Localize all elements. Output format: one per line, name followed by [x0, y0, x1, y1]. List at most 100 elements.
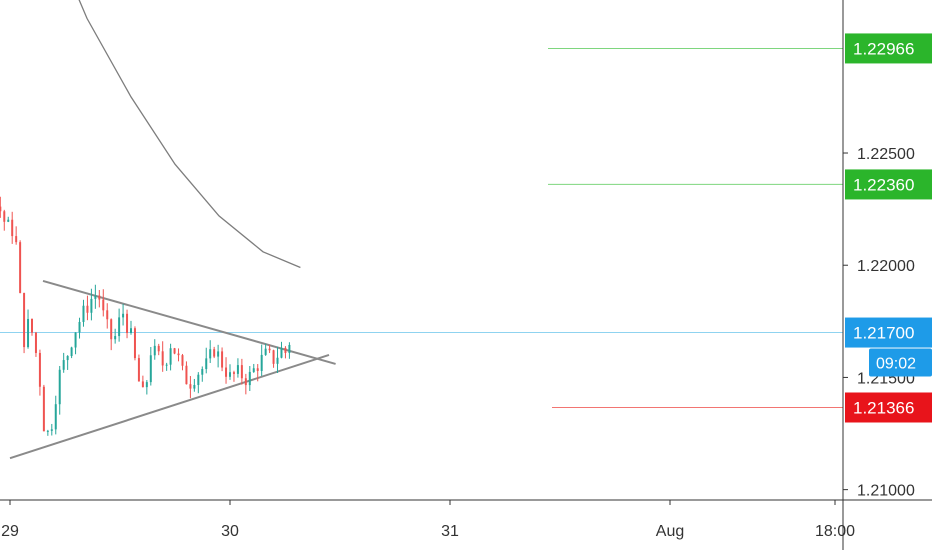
candle-body [126, 313, 129, 333]
candle-body [19, 242, 22, 293]
candles-layer [0, 196, 291, 436]
candle-body [70, 347, 73, 357]
triangle-lower-trendline [9, 354, 330, 460]
candle-body [38, 352, 41, 387]
price-badge-label: 1.21366 [853, 398, 914, 417]
candle-body [288, 344, 291, 353]
x-axis-tick-label: 18:00 [815, 523, 855, 540]
candle-body [177, 353, 180, 356]
candle-body [141, 381, 144, 388]
candle-body [62, 360, 65, 370]
candle-body [272, 350, 275, 364]
candle-body [114, 336, 117, 340]
curve-layer [78, 0, 301, 269]
candle-body [213, 349, 216, 357]
y-axis-tick-label: 1.22000 [857, 258, 915, 275]
candle-body [232, 372, 235, 374]
candle-body [264, 348, 267, 355]
candle-body [165, 364, 168, 366]
candle-body [173, 348, 176, 354]
moving-average-curve [78, 0, 301, 269]
candle-body [50, 429, 53, 431]
candle-body [86, 305, 89, 313]
candle-body [74, 332, 77, 348]
candle-body [248, 371, 251, 386]
candle-body [66, 356, 69, 361]
candle-body [31, 318, 33, 333]
candle-body [130, 328, 132, 333]
candle-body [185, 365, 188, 385]
price-badge-label: 1.22360 [853, 175, 914, 194]
candle-body [110, 319, 113, 340]
price-badge-resistance_2 [845, 33, 932, 64]
candle-body [27, 318, 30, 348]
candle-body [145, 382, 148, 388]
candle-body [181, 355, 184, 366]
candle-body [90, 298, 93, 313]
candle-body [34, 332, 37, 353]
x-axis-tick-label: 31 [441, 523, 459, 540]
candle-body [209, 349, 212, 359]
candle-body [15, 236, 18, 243]
candle-body [153, 345, 156, 356]
y-axis-tick-label: 1.21000 [857, 483, 915, 500]
price-badge-label: 1.21700 [853, 324, 914, 343]
candle-body [106, 310, 109, 320]
candle-body [42, 386, 45, 432]
y-axis-tick-label: 1.22500 [857, 146, 915, 163]
candle-body [240, 365, 243, 379]
candle-body [201, 369, 204, 375]
candle-body [149, 355, 152, 383]
candle-body [244, 378, 247, 386]
price-badge-current_price [845, 317, 932, 348]
candle-body [82, 305, 85, 322]
candle-body [78, 321, 81, 333]
candle-body [54, 404, 57, 430]
price-badges: 1.22966 1.22360 1.21700 1.21366 09:02 [845, 33, 932, 423]
candle-body [217, 351, 220, 357]
x-axis-tick-label: 30 [221, 523, 239, 540]
candle-body [205, 358, 208, 370]
candle-body [94, 295, 97, 299]
candle-body [268, 348, 271, 351]
candle-body [157, 345, 160, 352]
candle-body [137, 358, 140, 382]
candle-body [229, 372, 231, 377]
candle-body [193, 384, 196, 389]
candle-body [3, 211, 6, 222]
candle-body [58, 369, 61, 405]
candle-body [118, 317, 121, 337]
candle-body [236, 365, 239, 374]
candle-body [252, 368, 255, 372]
candle-body [122, 313, 125, 318]
x-axis-tick-label: 29 [1, 523, 19, 540]
candle-body [197, 374, 200, 385]
candle-body [256, 368, 259, 371]
countdown-label: 09:02 [876, 356, 916, 373]
candle-body [98, 295, 101, 300]
price-badge-resistance_1 [845, 169, 932, 200]
candle-body [225, 367, 228, 377]
candle-body [221, 351, 224, 368]
candle-body [189, 384, 192, 389]
candle-body [260, 354, 263, 371]
price-badge-label: 1.22966 [853, 39, 914, 58]
countdown-badge [869, 348, 932, 377]
price-badge-support [845, 392, 932, 423]
candle-body [284, 347, 287, 353]
candle-body [102, 299, 105, 311]
candle-body [169, 348, 172, 365]
candle-body [7, 219, 10, 222]
triangle-upper-trendline [42, 279, 336, 365]
candle-body [23, 292, 26, 348]
candle-body [133, 328, 136, 359]
trendline-layer [9, 279, 336, 460]
candle-body [161, 351, 164, 366]
candle-body [46, 430, 49, 432]
candle-body [280, 347, 283, 358]
candle-body [276, 357, 279, 364]
candle-body [0, 206, 2, 212]
